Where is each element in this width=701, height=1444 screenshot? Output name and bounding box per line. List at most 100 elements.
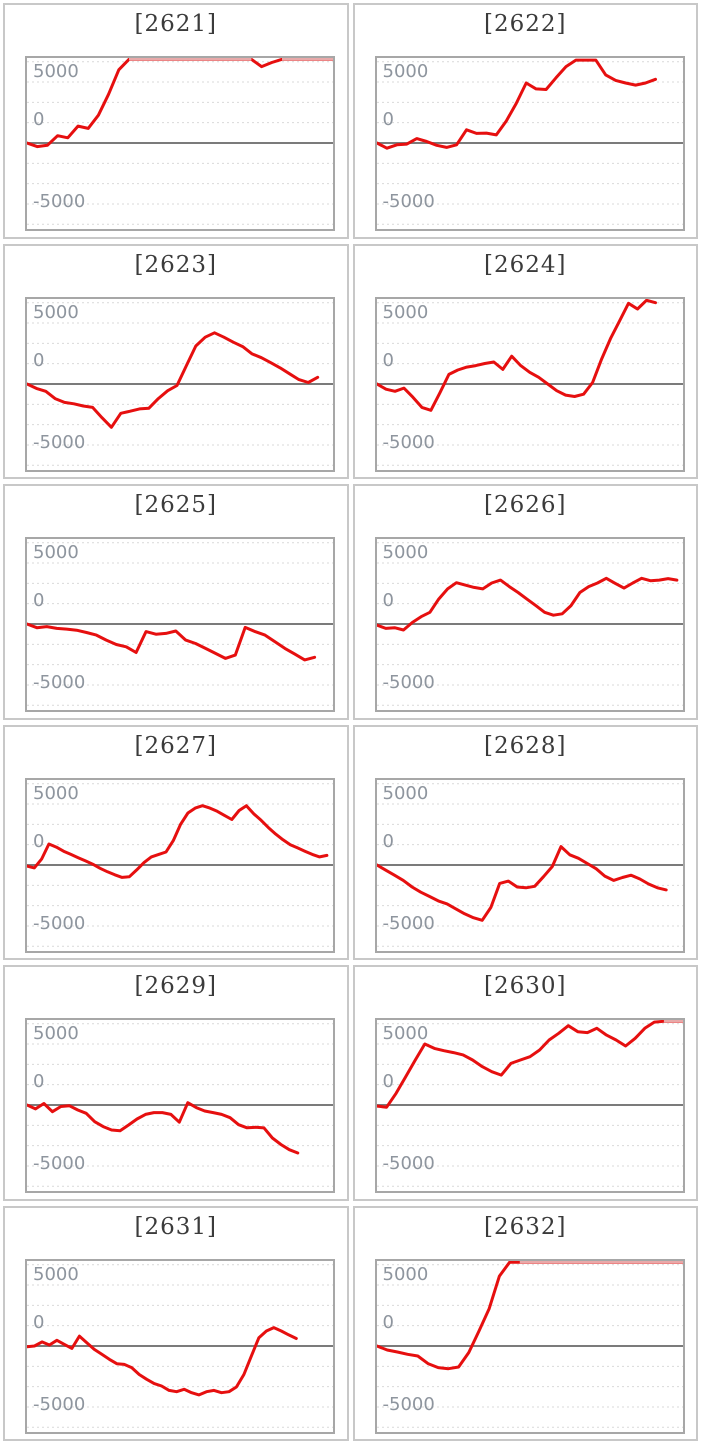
gridlines — [376, 782, 683, 947]
plot-area: 5000 0 -5000 — [25, 1018, 335, 1193]
chart-panel: [2623] 5000 0 -5000 — [3, 243, 349, 479]
y-axis-label-0: 0 — [382, 1311, 394, 1333]
chart-title: [2626] — [484, 492, 567, 518]
gridlines — [27, 542, 333, 706]
y-axis-label-5000: 5000 — [382, 1263, 429, 1285]
slump-line-chart — [27, 1023, 333, 1187]
y-axis-label-0: 0 — [382, 830, 394, 852]
y-axis-label-0: 0 — [33, 1071, 45, 1092]
data-line — [376, 1020, 683, 1109]
gridlines — [27, 61, 333, 225]
y-axis-label-5000: 5000 — [33, 1263, 79, 1285]
y-axis-label-0: 0 — [382, 109, 394, 130]
plot-area: 5000 0 -5000 — [25, 56, 335, 231]
y-axis-label-minus5000: -5000 — [382, 672, 435, 693]
y-axis-label-minus5000: -5000 — [33, 1393, 86, 1415]
data-line — [376, 576, 678, 632]
y-axis-label-5000: 5000 — [33, 1023, 79, 1044]
y-axis-label-0: 0 — [382, 1071, 394, 1092]
y-axis-label-5000: 5000 — [382, 782, 429, 804]
gridlines — [27, 782, 333, 947]
chart-title: [2628] — [484, 732, 567, 759]
data-line — [27, 803, 329, 879]
y-axis-label-0: 0 — [382, 590, 394, 611]
gridlines — [376, 542, 683, 706]
plot-area: 5000 0 -5000 — [25, 296, 335, 472]
plot-area: 5000 0 -5000 — [374, 296, 685, 472]
slump-line-chart — [376, 298, 683, 466]
plot-area: 5000 0 -5000 — [374, 56, 685, 231]
slump-line-chart — [27, 1263, 333, 1428]
slump-line-chart — [376, 782, 683, 947]
y-axis-label-minus5000: -5000 — [382, 1393, 435, 1415]
y-axis-label-minus5000: -5000 — [33, 672, 86, 693]
y-axis-label-5000: 5000 — [382, 61, 429, 82]
chart-title: [2624] — [484, 251, 567, 278]
slump-line-chart — [27, 301, 333, 466]
chart-panel: [2624] 5000 0 -5000 — [352, 243, 698, 479]
gridlines — [27, 1263, 333, 1428]
y-axis-label-5000: 5000 — [382, 1023, 429, 1044]
plot-area: 5000 0 -5000 — [374, 537, 685, 712]
chart-title: [2622] — [484, 11, 567, 37]
chart-panel: [2629] 5000 0 -5000 — [3, 965, 349, 1201]
slump-line-chart — [27, 782, 333, 947]
plot-area: 5000 0 -5000 — [25, 777, 335, 953]
slump-line-chart — [27, 58, 333, 225]
data-line — [27, 1101, 300, 1155]
y-axis-label-minus5000: -5000 — [382, 191, 435, 212]
plot-area: 5000 0 -5000 — [374, 1258, 685, 1434]
chart-title: [2627] — [134, 732, 217, 759]
chart-panel: [2622] 5000 0 -5000 — [352, 3, 698, 239]
y-axis-label-0: 0 — [33, 1311, 45, 1333]
chart-panel: [2621] 5000 0 -5000 — [3, 3, 349, 239]
plot-area: 5000 0 -5000 — [374, 1018, 685, 1193]
slump-line-chart — [27, 542, 333, 706]
y-axis-label-minus5000: -5000 — [33, 1153, 86, 1174]
gridlines — [376, 61, 683, 225]
y-axis-label-minus5000: -5000 — [382, 1153, 435, 1174]
chart-title: [2632] — [484, 1213, 567, 1240]
chart-title: [2630] — [484, 973, 567, 999]
data-line — [27, 622, 317, 662]
y-axis-label-5000: 5000 — [33, 542, 79, 563]
y-axis-label-5000: 5000 — [33, 782, 79, 804]
chart-panel: [2630] 5000 0 -5000 — [352, 965, 698, 1201]
y-axis-label-5000: 5000 — [382, 542, 429, 563]
plot-area: 5000 0 -5000 — [25, 537, 335, 712]
y-axis-label-0: 0 — [33, 349, 45, 371]
y-axis-label-0: 0 — [33, 109, 45, 130]
y-axis-label-5000: 5000 — [33, 61, 79, 82]
plot-area: 5000 0 -5000 — [25, 1258, 335, 1434]
chart-title: [2631] — [134, 1213, 217, 1240]
chart-panel: [2627] 5000 0 -5000 — [3, 724, 349, 960]
chart-title: [2629] — [134, 973, 217, 999]
chart-panel: [2628] 5000 0 -5000 — [352, 724, 698, 960]
y-axis-label-minus5000: -5000 — [382, 912, 435, 934]
gridlines — [376, 1263, 683, 1428]
y-axis-label-5000: 5000 — [382, 301, 429, 323]
y-axis-label-minus5000: -5000 — [33, 431, 86, 453]
slump-line-chart — [376, 1020, 683, 1187]
chart-title: [2625] — [134, 492, 217, 518]
slump-line-chart — [376, 1260, 683, 1428]
data-line — [27, 330, 320, 429]
gridlines — [376, 301, 683, 466]
chart-panel: [2632] 5000 0 -5000 — [352, 1205, 698, 1441]
y-axis-label-minus5000: -5000 — [33, 191, 86, 212]
chart-panel: [2625] 5000 0 -5000 — [3, 484, 349, 720]
data-line — [376, 844, 668, 922]
y-axis-label-0: 0 — [382, 349, 394, 371]
y-axis-label-0: 0 — [33, 590, 45, 611]
y-axis-label-minus5000: -5000 — [33, 912, 86, 934]
plot-area: 5000 0 -5000 — [374, 777, 685, 953]
y-axis-label-minus5000: -5000 — [382, 431, 435, 453]
chart-panel: [2626] 5000 0 -5000 — [352, 484, 698, 720]
slump-line-chart — [376, 58, 683, 225]
y-axis-label-5000: 5000 — [33, 301, 79, 323]
y-axis-label-0: 0 — [33, 830, 45, 852]
chart-title: [2623] — [134, 251, 217, 278]
data-line — [376, 298, 657, 412]
data-line — [376, 58, 657, 150]
